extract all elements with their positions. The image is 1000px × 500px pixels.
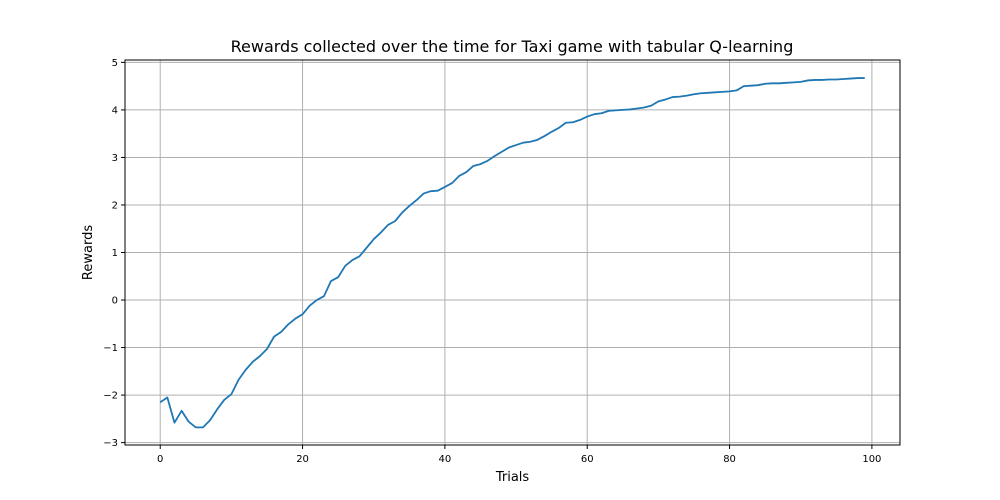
y-tick-label: −3 [103, 438, 118, 449]
chart-title: Rewards collected over the time for Taxi… [231, 37, 794, 56]
x-tick-label: 20 [296, 454, 309, 465]
y-tick-label: 5 [112, 58, 118, 69]
x-tick-label: 40 [439, 454, 452, 465]
y-axis-label: Rewards [81, 225, 96, 280]
y-tick-label: 4 [112, 105, 118, 116]
y-tick-label: 2 [112, 200, 118, 211]
series-layer [159, 77, 865, 429]
x-tick-label: 60 [581, 454, 594, 465]
grid-layer [125, 60, 900, 445]
x-axis-label: Trials [495, 470, 530, 485]
tick-layer: 0 20 40 60 80 100 −3 −2 −1 0 1 2 3 4 5 [103, 58, 881, 465]
y-tick-label: −1 [103, 343, 118, 354]
y-tick-label: 0 [112, 296, 118, 307]
x-tick-label: 100 [862, 454, 881, 465]
series-line [159, 77, 865, 429]
y-tick-label: 3 [112, 153, 118, 164]
y-tick-label: 1 [112, 248, 118, 259]
x-tick-label: 80 [723, 454, 736, 465]
y-tick-label: −2 [103, 391, 118, 402]
x-tick-label: 0 [157, 454, 163, 465]
